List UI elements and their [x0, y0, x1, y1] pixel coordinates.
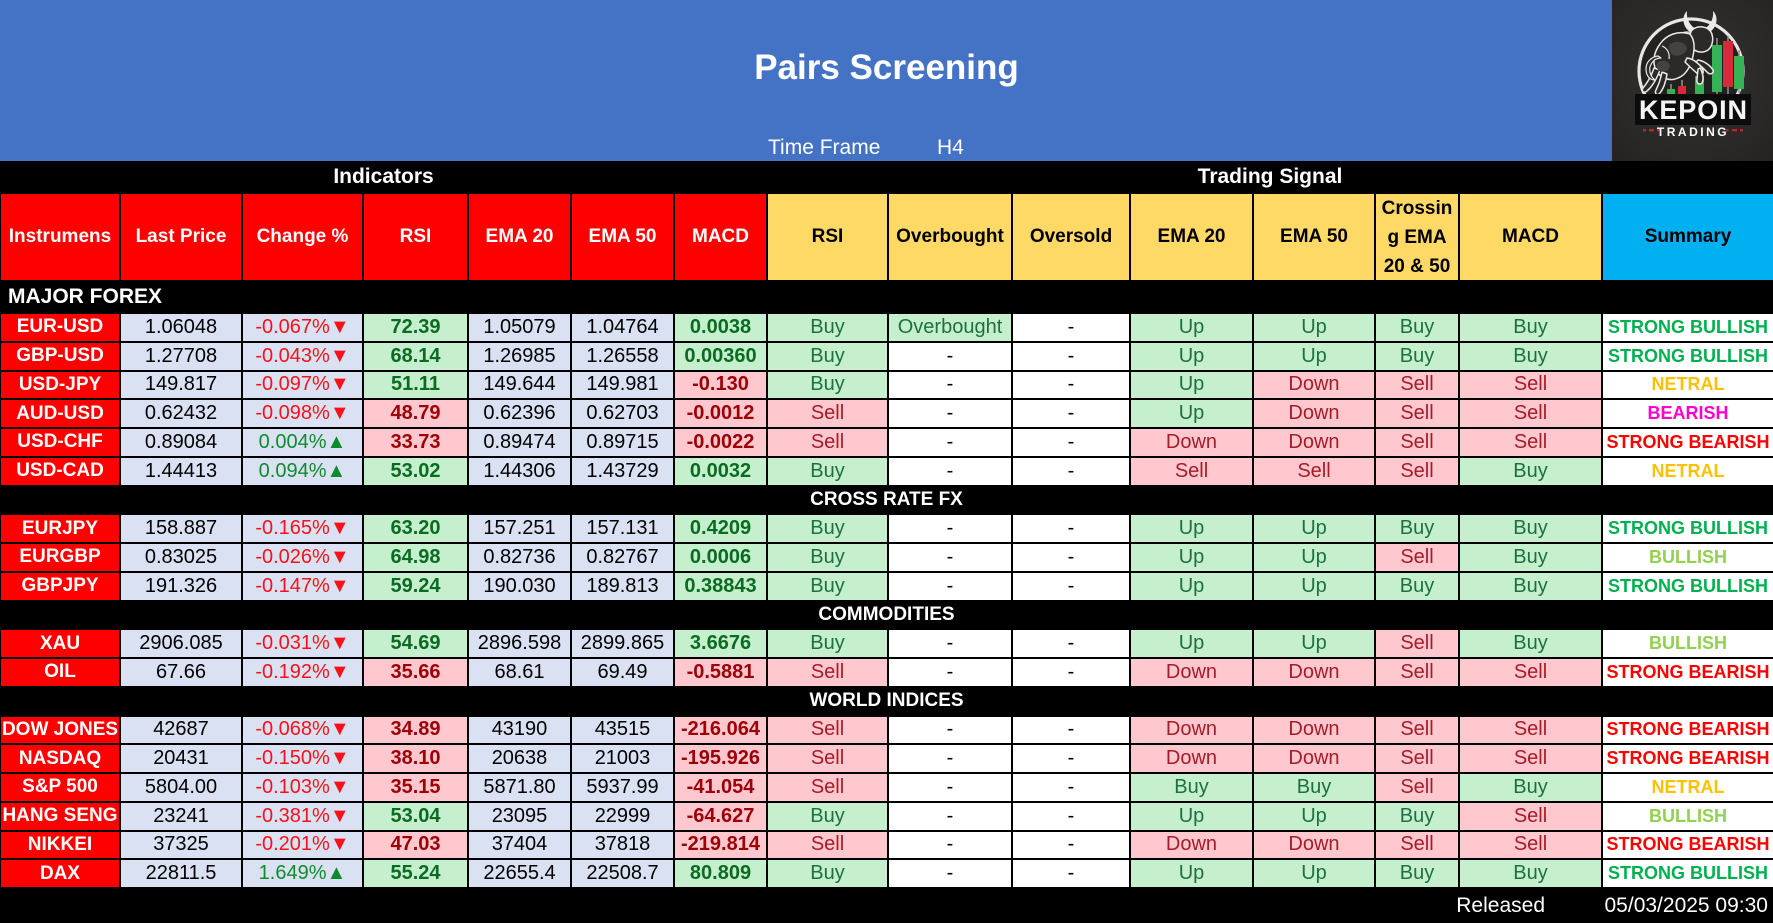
svg-text:KEPOIN: KEPOIN [1639, 95, 1747, 125]
svg-text:TRADING: TRADING [1657, 125, 1729, 139]
